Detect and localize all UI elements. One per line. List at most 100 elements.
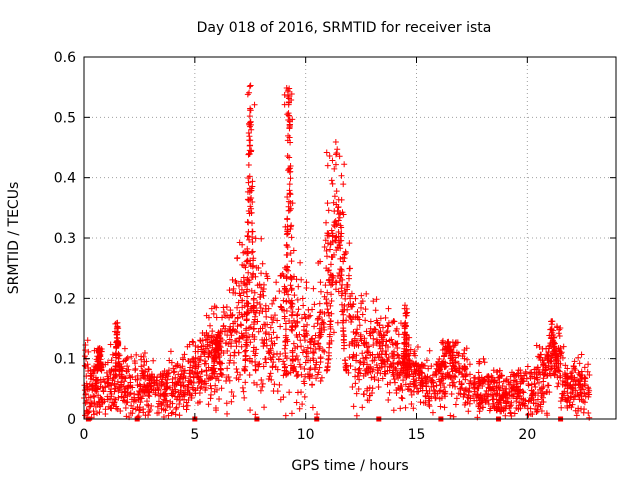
data-point [537,386,544,393]
data-point [316,343,323,350]
data-point [435,358,442,365]
data-point [179,363,186,370]
data-point [352,295,359,302]
data-point [154,374,161,381]
data-point [349,340,356,347]
data-point [402,319,409,326]
data-point [584,368,591,375]
data-point [272,363,279,370]
data-point [186,389,193,396]
data-point [215,342,222,349]
data-point [302,359,309,366]
data-point [557,374,564,381]
data-point [451,365,458,372]
data-point [550,341,557,348]
data-point [102,384,109,391]
data-point [301,311,308,318]
data-point [407,380,414,387]
data-point [122,404,129,411]
data-point [231,349,238,356]
data-point [124,399,131,406]
data-point [268,376,275,383]
data-point [402,329,409,336]
data-point [244,233,251,240]
data-point [326,276,333,283]
data-point [349,355,356,362]
y-tick-label: 0.4 [54,171,76,187]
data-point [282,320,289,327]
data-point [500,378,507,385]
data-point [235,376,242,383]
data-point [230,326,237,333]
data-point [328,298,335,305]
data-point [495,401,502,408]
data-point [573,412,580,419]
data-point [437,403,444,410]
data-point [250,255,257,262]
data-point [432,395,439,402]
data-point [280,297,287,304]
data-point [363,328,370,335]
data-point [400,377,407,384]
data-point [96,344,103,351]
data-point [296,361,303,368]
data-point [100,387,107,394]
data-point [360,340,367,347]
axis-ticks: 0 5 10 15 20 0 0.1 0.2 0.3 0.4 0.5 0.6 [54,50,616,443]
data-point [286,134,293,141]
data-point [288,297,295,304]
data-point [294,318,301,325]
data-point [212,405,219,412]
data-point [98,364,105,371]
data-point [408,400,415,407]
data-point [403,374,410,381]
data-point [239,304,246,311]
data-point [126,391,133,398]
data-point [207,334,214,341]
data-point [365,349,372,356]
data-point [436,378,443,385]
data-point [576,384,583,391]
data-point [244,258,251,265]
data-point [370,298,377,305]
data-point [244,342,251,349]
data-point [340,181,347,188]
data-point [146,375,153,382]
data-point [293,373,300,380]
data-point [551,347,558,354]
data-point [547,326,554,333]
data-point [242,363,249,370]
data-point [362,367,369,374]
data-point [226,377,233,384]
data-point [240,274,247,281]
data-point [581,380,588,387]
data-point [248,249,255,256]
data-point [471,397,478,404]
data-point [543,389,550,396]
data-point [359,350,366,357]
data-point [462,365,469,372]
grid [84,57,616,419]
data-point [381,332,388,339]
data-point [329,238,336,245]
data-point [217,360,224,367]
data-point [506,403,513,410]
data-point [287,191,294,198]
data-point [390,351,397,358]
data-point [247,324,254,331]
data-point [377,345,384,352]
data-point [305,313,312,320]
data-point [284,152,291,159]
data-point [366,392,373,399]
data-point [325,355,332,362]
data-point [453,339,460,346]
data-point [251,289,258,296]
data-point [291,292,298,299]
data-point [333,201,340,208]
data-point [209,373,216,380]
data-point [563,375,570,382]
data-point [569,369,576,376]
data-point [376,322,383,329]
data-point [353,390,360,397]
data-point [83,399,90,406]
